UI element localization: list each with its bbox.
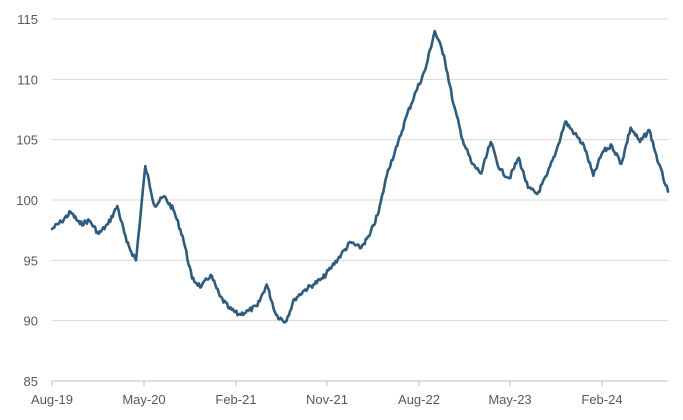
- x-axis: [51, 380, 668, 386]
- x-tick-label-Feb-21: Feb-21: [215, 392, 256, 407]
- x-axis-tick-labels: Aug-19 May-20 Feb-21 Nov-21 Aug-22 May-23 Feb-…: [31, 392, 623, 407]
- series-layer: [50, 29, 670, 324]
- y-tick-label-115: 115: [17, 12, 38, 27]
- y-tick-label-95: 95: [24, 253, 38, 268]
- y-axis-tick-labels: 85 90 95 100 105 110 115: [16, 12, 38, 389]
- y-tick-label-105: 105: [16, 133, 38, 148]
- x-tick-label-Feb-24: Feb-24: [581, 392, 622, 407]
- x-tick-label-Aug-22: Aug-22: [398, 392, 440, 407]
- x-tick-label-May-20: May-20: [122, 392, 165, 407]
- y-tick-label-85: 85: [24, 374, 38, 389]
- y-tick-label-90: 90: [24, 314, 38, 329]
- y-tick-label-110: 110: [17, 72, 38, 87]
- gridlines: [52, 18, 668, 322]
- x-tick-label-Nov-21: Nov-21: [306, 392, 348, 407]
- series-line: [50, 29, 670, 324]
- x-tick-label-May-23: May-23: [488, 392, 531, 407]
- x-tick-label-Aug-19: Aug-19: [31, 392, 73, 407]
- y-tick-label-100: 100: [16, 193, 38, 208]
